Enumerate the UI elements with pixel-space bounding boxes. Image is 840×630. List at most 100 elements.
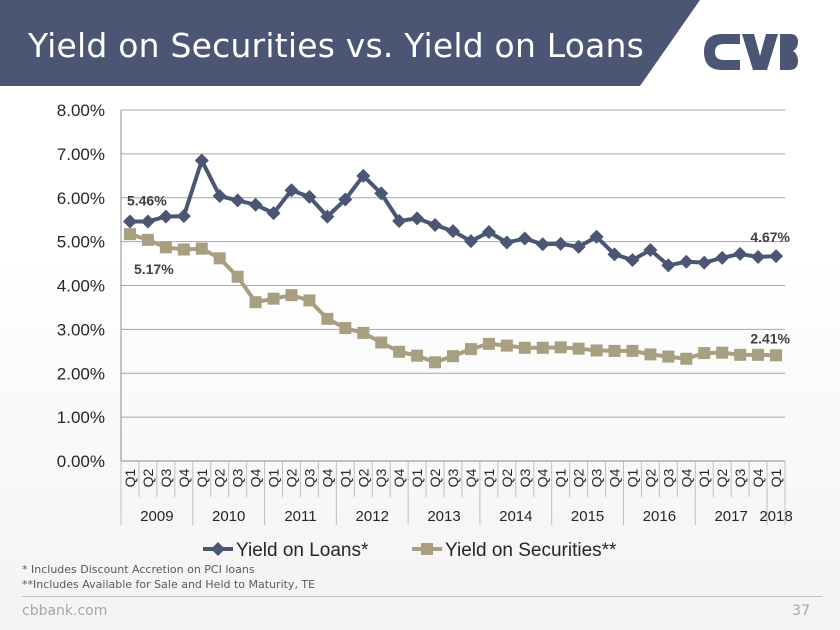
data-point-securities xyxy=(662,350,675,363)
data-point-securities xyxy=(572,342,585,355)
data-point-securities xyxy=(339,322,352,335)
page-number: 37 xyxy=(792,603,810,619)
x-category-label: Q2 xyxy=(140,468,156,487)
footer-divider xyxy=(22,596,822,597)
data-point-loans xyxy=(661,258,676,273)
data-point-loans xyxy=(356,168,371,183)
x-category-label: Q1 xyxy=(696,468,712,487)
data-point-securities xyxy=(357,326,370,339)
x-category-label: Q2 xyxy=(571,468,587,487)
data-point-securities xyxy=(249,296,262,309)
year-label: 2015 xyxy=(571,508,604,525)
data-point-securities xyxy=(141,233,154,246)
data-point-securities xyxy=(411,349,424,362)
y-tick-label: 2.00% xyxy=(57,364,105,383)
data-point-securities xyxy=(608,344,621,357)
series-line-loans xyxy=(129,158,777,268)
data-point-securities xyxy=(680,352,693,365)
data-point-loans xyxy=(284,183,299,198)
footer-site: cbbank.com xyxy=(22,603,108,619)
x-category-label: Q2 xyxy=(499,468,515,487)
data-point-loans xyxy=(517,231,532,246)
chart-series xyxy=(122,153,784,369)
data-point-securities xyxy=(500,339,513,352)
data-point-securities xyxy=(770,349,783,362)
x-category-label: Q4 xyxy=(535,468,551,487)
x-category-label: Q3 xyxy=(660,468,676,487)
year-label: 2017 xyxy=(714,508,747,525)
footnote-loans: * Includes Discount Accretion on PCI loa… xyxy=(22,563,255,576)
x-category-label: Q4 xyxy=(678,468,694,487)
chart-legend: Yield on Loans* Yield on Securities** xyxy=(203,540,617,561)
footnote-securities: **Includes Available for Sale and Held t… xyxy=(22,578,316,591)
x-category-label: Q3 xyxy=(230,468,246,487)
data-point-loans xyxy=(302,189,317,204)
x-category-label: Q4 xyxy=(248,468,264,487)
data-point-loans xyxy=(266,206,281,221)
data-point-securities xyxy=(644,348,657,361)
data-point-loans xyxy=(499,235,514,250)
data-point-loans xyxy=(338,192,353,207)
x-category-label: Q2 xyxy=(283,468,299,487)
data-point-securities xyxy=(285,289,298,302)
data-point-securities xyxy=(536,341,549,354)
data-point-securities xyxy=(177,243,190,256)
data-point-loans xyxy=(176,209,191,224)
legend-marker-loans xyxy=(211,542,225,556)
series-line-securities xyxy=(129,232,777,365)
data-point-securities xyxy=(231,270,244,283)
chart-gridlines xyxy=(121,109,785,462)
x-category-label: Q4 xyxy=(319,468,335,487)
data-point-loans xyxy=(715,250,730,265)
year-label: 2012 xyxy=(356,508,389,525)
year-label: 2009 xyxy=(140,508,173,525)
data-label-securities-last: 2.41% xyxy=(750,330,790,346)
data-point-loans xyxy=(679,254,694,269)
x-category-label: Q4 xyxy=(391,468,407,487)
data-point-securities xyxy=(375,336,388,349)
y-tick-label: 3.00% xyxy=(57,320,105,339)
data-point-loans xyxy=(194,153,209,168)
data-point-securities xyxy=(429,356,442,369)
x-category-label: Q2 xyxy=(714,468,730,487)
slide-title: Yield on Securities vs. Yield on Loans xyxy=(28,26,645,65)
year-label: 2010 xyxy=(212,508,245,525)
x-category-label: Q3 xyxy=(732,468,748,487)
data-point-loans xyxy=(751,249,766,264)
data-point-securities xyxy=(464,343,477,356)
year-label: 2016 xyxy=(643,508,676,525)
data-point-securities xyxy=(626,344,639,357)
data-point-loans xyxy=(481,224,496,239)
data-point-loans xyxy=(769,249,784,264)
y-tick-label: 0.00% xyxy=(57,452,105,471)
x-category-label: Q3 xyxy=(158,468,174,487)
year-label: 2013 xyxy=(427,508,460,525)
y-tick-label: 1.00% xyxy=(57,408,105,427)
data-point-securities xyxy=(159,241,172,254)
x-category-label: Q4 xyxy=(750,468,766,487)
data-label-loans-last: 4.67% xyxy=(750,229,790,245)
x-category-label: Q3 xyxy=(445,468,461,487)
data-point-securities xyxy=(393,345,406,358)
x-category-label: Q1 xyxy=(553,468,569,487)
data-point-loans xyxy=(697,255,712,270)
x-category-label: Q3 xyxy=(517,468,533,487)
data-point-loans xyxy=(643,242,658,257)
y-tick-label: 8.00% xyxy=(57,101,105,120)
data-point-securities xyxy=(195,242,208,255)
x-category-label: Q2 xyxy=(212,468,228,487)
data-point-securities xyxy=(698,347,711,360)
x-category-label: Q1 xyxy=(122,468,138,487)
x-category-label: Q2 xyxy=(427,468,443,487)
year-label: 2018 xyxy=(759,508,792,525)
data-point-loans xyxy=(607,247,622,262)
legend-label-loans: Yield on Loans* xyxy=(236,540,369,561)
data-point-securities xyxy=(123,228,136,241)
x-category-label: Q1 xyxy=(409,468,425,487)
data-point-loans xyxy=(446,224,460,239)
data-point-loans xyxy=(122,214,137,229)
legend-label-securities: Yield on Securities** xyxy=(445,540,617,561)
data-point-loans xyxy=(589,229,604,244)
x-category-label: Q4 xyxy=(463,468,479,487)
y-tick-label: 7.00% xyxy=(57,145,105,164)
